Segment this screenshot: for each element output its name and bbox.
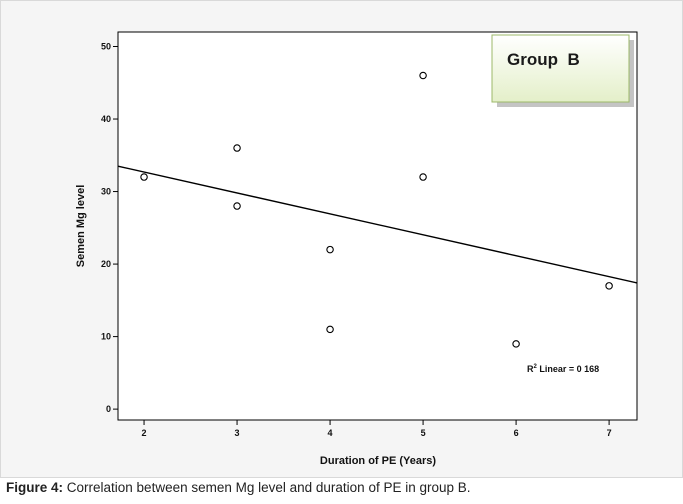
x-tick-label: 6 [514,428,519,438]
x-axis-title: Duration of PE (Years) [320,455,436,467]
group-label: Group B [507,50,580,69]
data-point [233,202,241,210]
data-point [419,173,427,181]
x-tick-label: 7 [607,428,612,438]
x-tick-label: 4 [328,428,333,438]
data-point [233,144,241,152]
y-axis-title: Semen Mg level [75,185,87,268]
caption-text: Correlation between semen Mg level and d… [63,480,471,495]
regression-line [117,165,638,284]
y-tick-label: 10 [101,332,111,342]
data-point [326,325,334,334]
data-point [512,340,520,348]
scatter-chart: 0 10 20 30 40 50 2 3 4 5 6 7 Semen Mg level Durati… [75,31,638,467]
x-tick-label: 5 [421,428,426,438]
y-tick-label: 30 [101,187,111,197]
data-point [140,173,148,181]
y-tick-label: 0 [106,404,111,414]
x-tick-label: 3 [235,428,240,438]
y-tick-label: 50 [101,42,111,52]
caption-prefix: Figure 4: [6,480,64,495]
figure-caption: Figure 4: Correlation between semen Mg l… [6,480,681,495]
r-squared-label: R2 Linear = 0 168 [527,364,599,374]
data-point [605,282,613,290]
x-tick-label: 2 [142,428,147,438]
group-label-box: Group B [491,34,634,107]
figure-frame: 0 10 20 30 40 50 2 3 4 5 6 7 Semen Mg level Durati… [0,0,683,478]
y-tick-label: 40 [101,114,111,124]
y-tick-label: 20 [101,259,111,269]
data-point [419,71,427,80]
data-point [326,245,334,254]
